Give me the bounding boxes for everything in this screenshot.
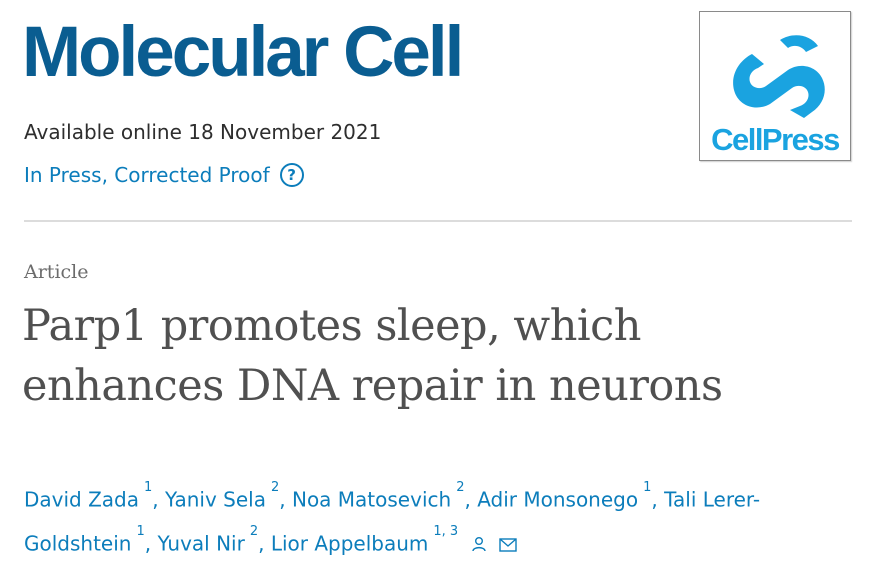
author-list: David Zada1, Yaniv Sela2, Noa Matosevich… (24, 476, 844, 565)
status-label[interactable]: In Press, Corrected Proof (24, 163, 270, 187)
author-link[interactable]: Adir Monsonego (477, 487, 639, 512)
divider (24, 220, 852, 222)
cellpress-wordmark: CellPress (711, 122, 839, 157)
cellpress-logo[interactable]: CellPress (699, 11, 851, 161)
publication-status: In Press, Corrected Proof ? (24, 161, 304, 189)
affiliation-ref[interactable]: 2 (249, 523, 259, 539)
article-type: Article (24, 261, 89, 283)
affiliation-ref[interactable]: 1 (643, 480, 652, 495)
article-title-line1: Parp1 promotes sleep, which (22, 301, 641, 351)
author-link[interactable]: Yuval Nir (157, 531, 245, 556)
mail-icon[interactable] (499, 525, 517, 565)
article-title: Parp1 promotes sleep, which enhances DNA… (22, 296, 872, 416)
article-title-line2: enhances DNA repair in neurons (22, 361, 723, 411)
author-link[interactable]: Yaniv Sela (165, 487, 266, 512)
author-link[interactable]: Lior Appelbaum (270, 531, 429, 556)
cellpress-logo-icon: CellPress (711, 35, 841, 157)
affiliation-ref[interactable]: 2 (270, 480, 280, 495)
available-online-date: Available online 18 November 2021 (24, 120, 382, 144)
affiliation-ref[interactable]: 2 (456, 480, 465, 495)
affiliation-ref[interactable]: 1 (144, 480, 153, 495)
author-link[interactable]: Noa Matosevich (291, 487, 452, 512)
affiliation-ref[interactable]: 1 (136, 523, 145, 539)
help-icon[interactable]: ? (279, 163, 304, 187)
journal-title[interactable]: Molecular Cell (22, 13, 464, 92)
affiliation-ref[interactable]: 1, 3 (433, 523, 459, 539)
author-link[interactable]: Tali Lerer-Goldshtein (24, 487, 761, 556)
person-icon[interactable] (471, 525, 487, 565)
author-link[interactable]: David Zada (24, 487, 140, 512)
